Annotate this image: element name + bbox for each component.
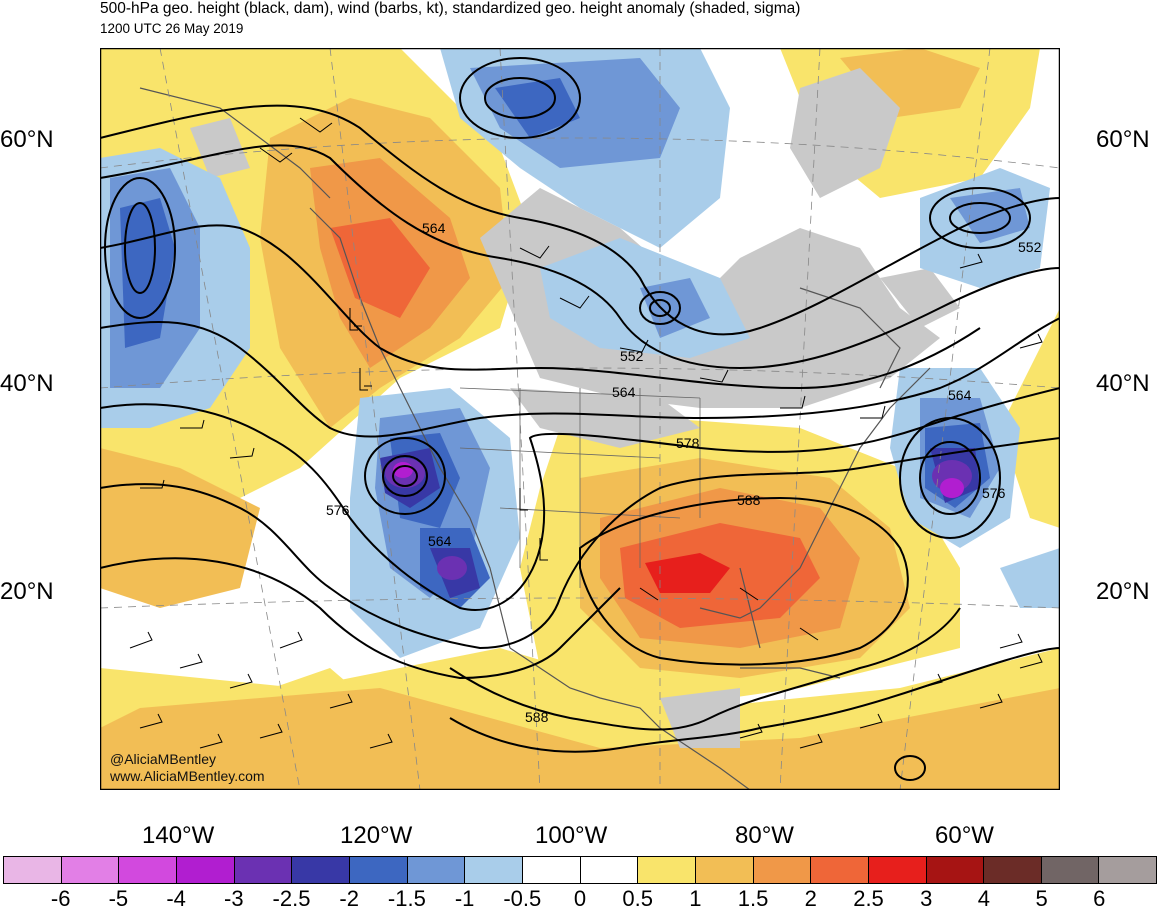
height-contours: [100, 57, 1060, 781]
lat-label-left: 20°N: [0, 578, 54, 605]
colorbar-swatch: [695, 857, 754, 883]
colorbar-label: -0.5: [503, 886, 542, 911]
colorbar-swatch: [580, 857, 639, 883]
colorbar-label: -1.5: [387, 886, 426, 911]
contour-label: 578: [676, 435, 700, 451]
colorbar-swatch: [522, 857, 581, 883]
colorbar-swatch: [61, 857, 120, 883]
colorbar-label: 4: [977, 886, 991, 911]
valid-time: 1200 UTC 26 May 2019: [100, 21, 244, 36]
colorbar-swatch: [292, 857, 350, 883]
lon-label: 120°W: [340, 822, 413, 849]
wind-barbs: [129, 117, 1043, 749]
anomaly-negative-magenta: [393, 462, 964, 498]
colorbar-swatch: [811, 857, 869, 883]
weather-map: 564 552 564 578 576 564 588 588 552 564 …: [100, 48, 1060, 790]
map-border: [100, 48, 1060, 790]
colorbar-label: 6: [1093, 886, 1106, 911]
contour-label: 564: [612, 384, 636, 400]
colorbar-label: -4: [166, 886, 186, 911]
lon-label: 100°W: [535, 822, 608, 849]
colorbar-swatch: [1041, 857, 1100, 883]
lat-label-right: 60°N: [1096, 126, 1150, 153]
colorbar-swatch: [465, 857, 523, 883]
colorbar-swatch: [407, 857, 466, 883]
lat-label-left: 60°N: [0, 126, 54, 153]
colorbar-swatch: [234, 857, 293, 883]
lat-label-right: 40°N: [1096, 370, 1150, 397]
contour-label: 564: [948, 387, 972, 403]
colorbar-swatch: [984, 857, 1042, 883]
colorbar-label: 0.5: [622, 886, 653, 911]
colorbar-label: -6: [50, 886, 71, 911]
lat-label-left: 40°N: [0, 370, 54, 397]
colorbar: [3, 856, 1157, 884]
colorbar-label: 1: [689, 886, 702, 911]
colorbar-swatch: [753, 857, 812, 883]
colorbar-swatch: [868, 857, 927, 883]
contour-label: 588: [737, 492, 761, 508]
contour-label: 564: [428, 533, 452, 549]
coastlines: [139, 87, 931, 790]
colorbar-swatch: [349, 857, 408, 883]
colorbar-label: 2.5: [853, 886, 884, 911]
colorbar-label: 0: [573, 886, 587, 911]
contour-label: 552: [1018, 239, 1042, 255]
map-title: 500-hPa geo. height (black, dam), wind (…: [100, 0, 801, 17]
anomaly-positive-red: [645, 553, 730, 593]
credit-website: www.AliciaMBentley.com: [110, 768, 265, 784]
colorbar-swatch: [1099, 857, 1157, 883]
colorbar-swatch: [176, 857, 235, 883]
colorbar-label: -1: [454, 886, 475, 911]
colorbar-label: 1.5: [737, 886, 769, 911]
colorbar-label: -2: [339, 886, 359, 911]
colorbar-swatch: [119, 857, 177, 883]
contour-label: 564: [422, 220, 446, 236]
contour-label: 588: [525, 709, 549, 725]
lat-label-right: 20°N: [1096, 578, 1150, 605]
colorbar-label: -5: [108, 886, 129, 911]
lon-label: 60°W: [935, 822, 994, 849]
colorbar-swatch: [926, 857, 985, 883]
colorbar-label: 3: [920, 886, 933, 911]
contour-label: 552: [620, 348, 644, 364]
colorbar-label: -2.5: [272, 886, 311, 911]
colorbar-label: 5: [1035, 886, 1048, 911]
lon-label: 140°W: [142, 822, 215, 849]
colorbar-swatch: [4, 857, 62, 883]
colorbar-label: -3: [224, 886, 244, 911]
contour-label: 576: [326, 502, 350, 518]
colorbar-label: 2: [804, 886, 817, 911]
lon-label: 80°W: [735, 822, 794, 849]
contour-label: 576: [982, 485, 1006, 501]
colorbar-swatch: [638, 857, 696, 883]
credit-handle: @AliciaMBentley: [110, 751, 217, 767]
